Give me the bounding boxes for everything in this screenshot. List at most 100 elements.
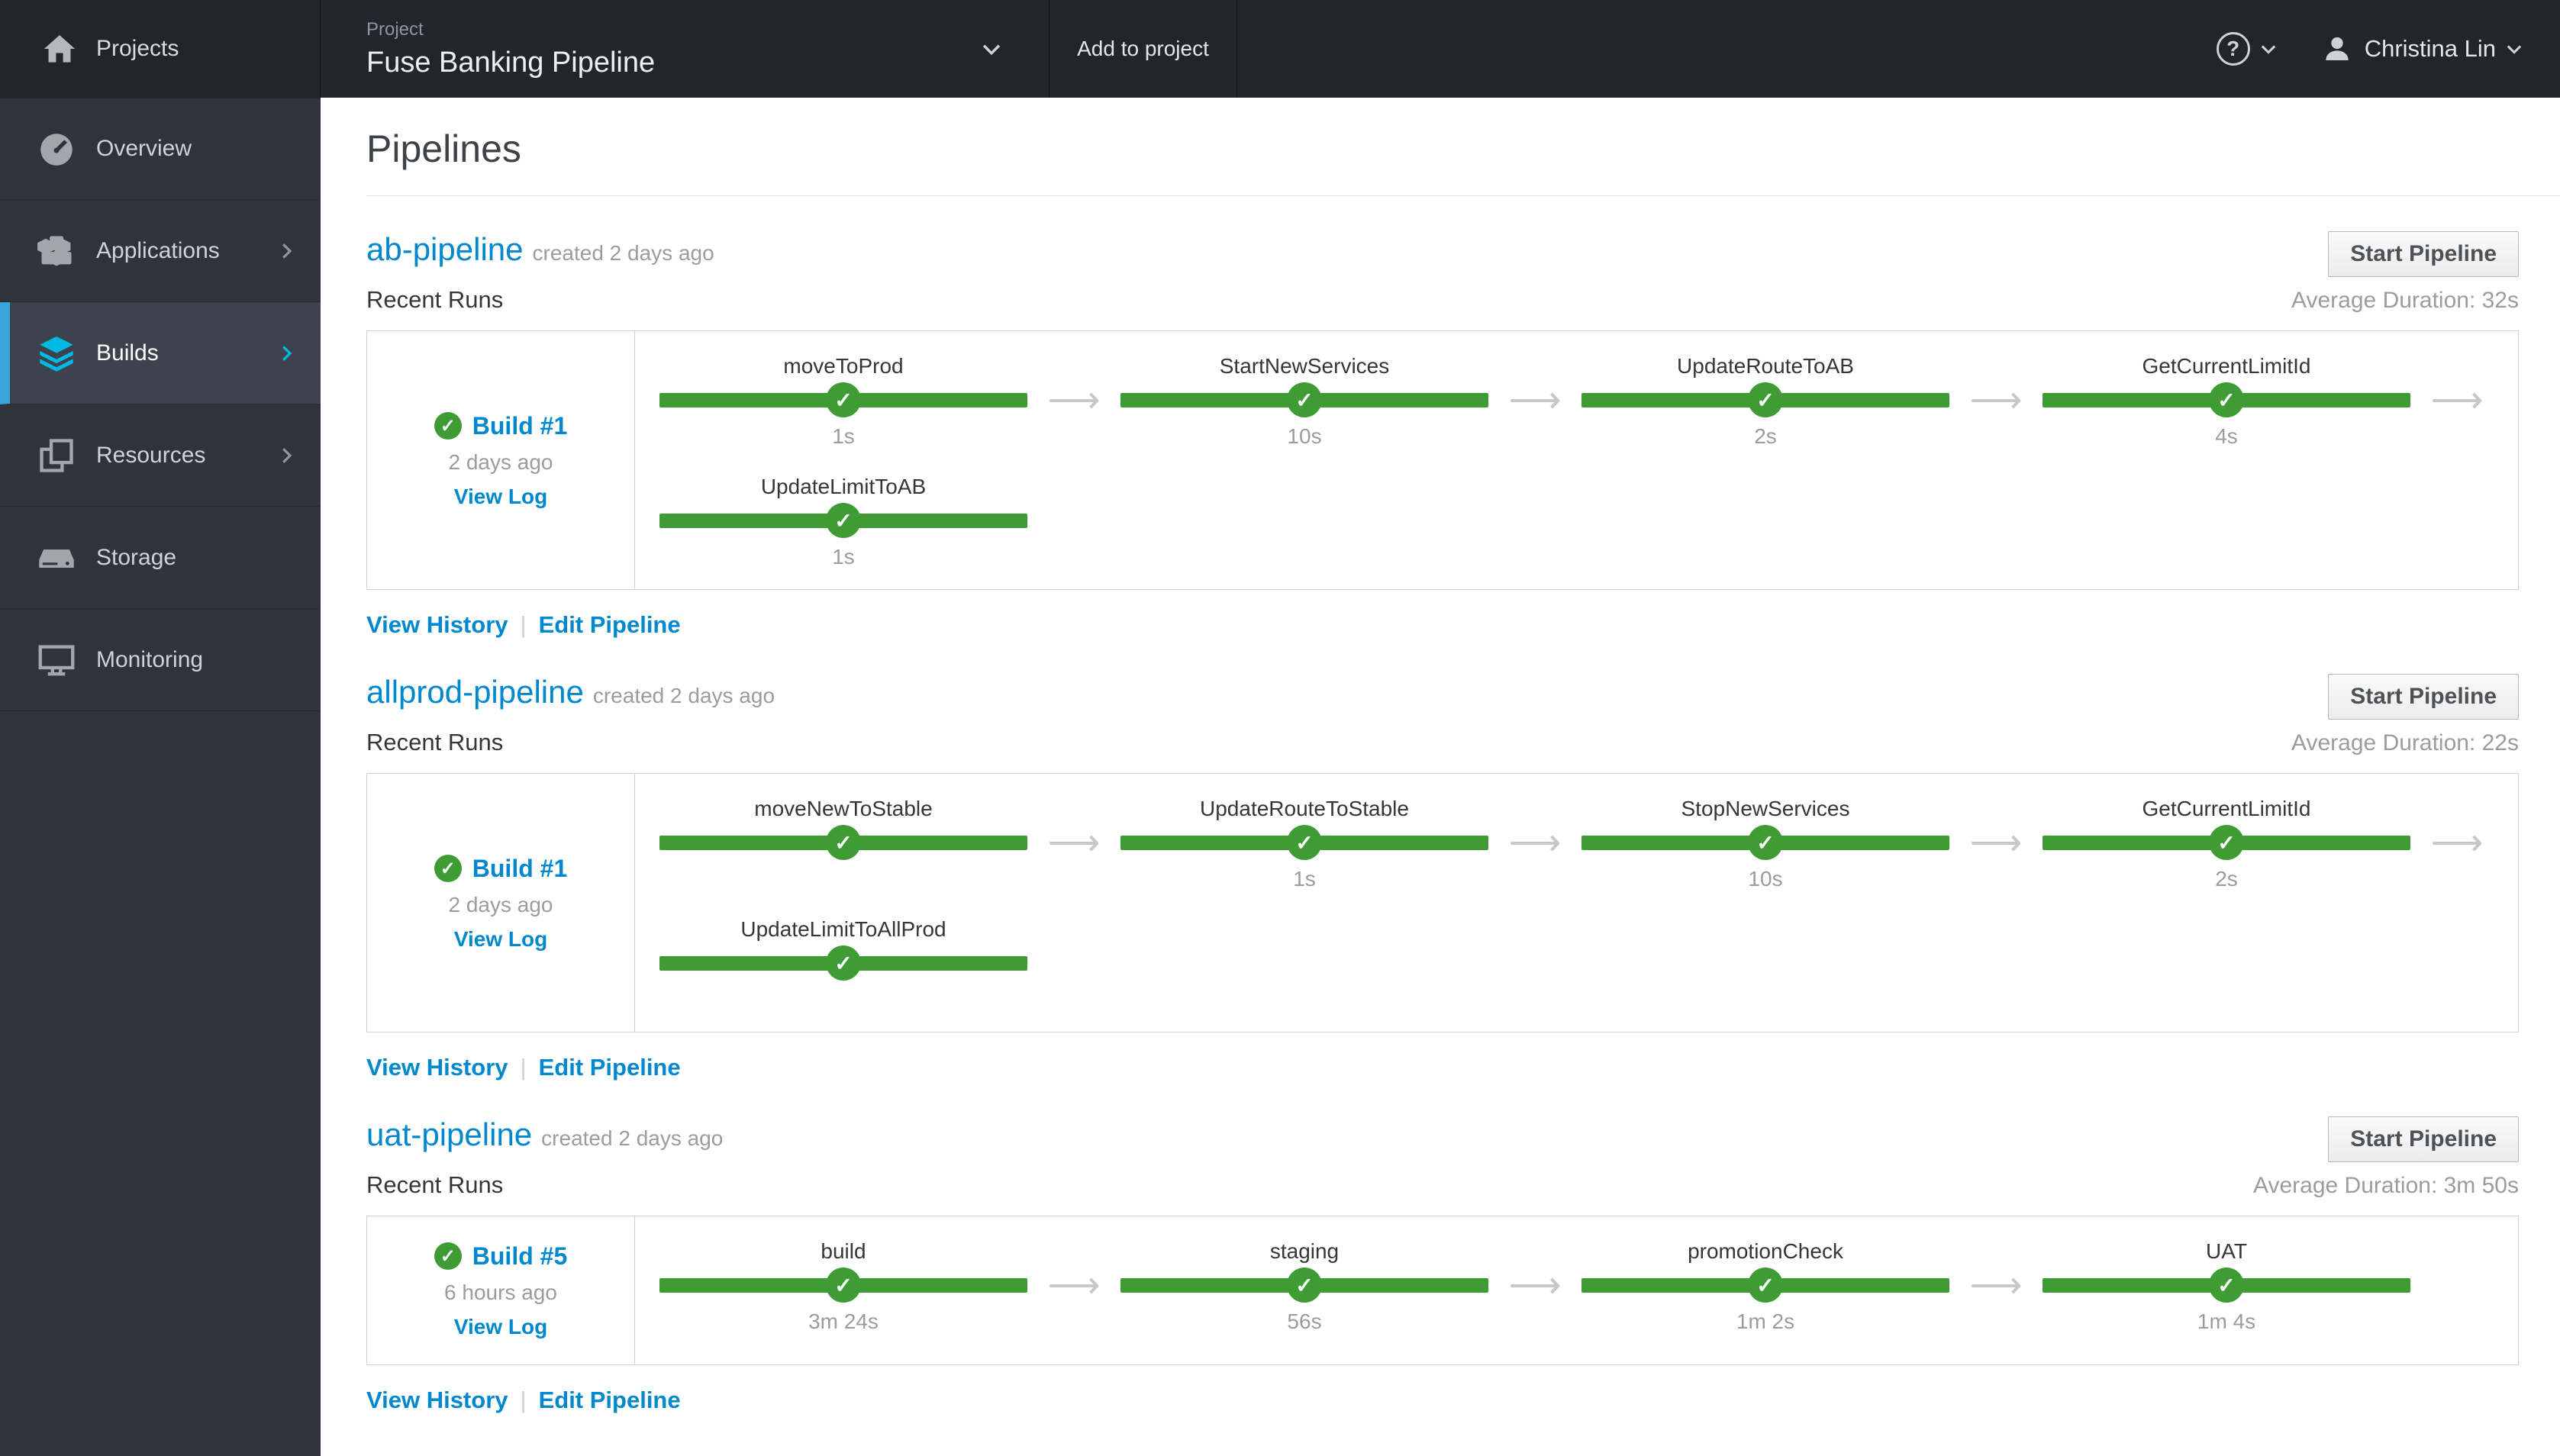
- stage-progress-bar: ✓: [659, 824, 1027, 861]
- stage-duration: 1s: [832, 545, 855, 569]
- pipeline-section: allprod-pipeline created 2 days ago Start…: [366, 674, 2519, 1081]
- user-menu[interactable]: Christina Lin: [2279, 34, 2525, 64]
- edit-pipeline-link[interactable]: Edit Pipeline: [538, 611, 681, 638]
- edit-pipeline-link[interactable]: Edit Pipeline: [538, 1387, 681, 1413]
- stage-progress-bar: ✓: [2043, 824, 2410, 861]
- stage-success-icon: ✓: [826, 825, 861, 860]
- pipeline-created: created 2 days ago: [532, 241, 714, 265]
- pipeline-section: ab-pipeline created 2 days ago Start Pipe…: [366, 231, 2519, 639]
- stage-success-icon: ✓: [1748, 825, 1783, 860]
- recent-run-panel: ✓ Build #5 6 hours ago View Log build ✓ …: [366, 1216, 2519, 1365]
- pipeline-header: uat-pipeline created 2 days ago Start Pip…: [366, 1116, 2519, 1162]
- pipeline-header: allprod-pipeline created 2 days ago Start…: [366, 674, 2519, 720]
- build-link[interactable]: Build #1: [472, 411, 568, 440]
- stage-success-icon: ✓: [1748, 1268, 1783, 1303]
- view-history-link[interactable]: View History: [366, 1387, 508, 1413]
- stage-duration: [659, 867, 1027, 896]
- chevron-right-icon: [275, 342, 298, 365]
- stage-duration: 3m 24s: [808, 1309, 879, 1333]
- stage-success-icon: ✓: [1287, 825, 1322, 860]
- question-circle-icon: ?: [2216, 32, 2250, 66]
- pipeline-stage: moveNewToStable ✓: [659, 783, 1027, 896]
- build-age: 2 days ago: [448, 892, 553, 916]
- cubes-icon: [35, 230, 78, 272]
- sidebar-item-builds[interactable]: Builds: [0, 302, 321, 404]
- build-column: ✓ Build #1 2 days ago View Log: [367, 774, 635, 1032]
- stage-duration: 56s: [1287, 1309, 1322, 1333]
- stage-arrow-icon: ⟶: [1047, 823, 1101, 863]
- stage-name: GetCurrentLimitId: [2142, 354, 2311, 378]
- stage-name: moveToProd: [783, 354, 904, 378]
- view-log-link[interactable]: View Log: [453, 1314, 548, 1338]
- dashboard-icon: [35, 127, 78, 170]
- sidebar-item-applications[interactable]: Applications: [0, 200, 321, 302]
- user-name: Christina Lin: [2364, 35, 2496, 62]
- stage-rows: moveNewToStable ✓ ⟶ UpdateRouteToStable …: [635, 774, 2518, 1032]
- sidebar-item-storage[interactable]: Storage: [0, 507, 321, 609]
- stage-duration: 10s: [1287, 424, 1322, 448]
- pipeline-name-link[interactable]: uat-pipeline: [366, 1116, 533, 1152]
- build-success-icon: ✓: [434, 1242, 462, 1270]
- sidebar-item-resources[interactable]: Resources: [0, 404, 321, 507]
- pipeline-stage: StartNewServices ✓ 10s: [1120, 340, 1488, 453]
- projects-label: Projects: [96, 36, 179, 61]
- help-menu[interactable]: ?: [2216, 32, 2279, 66]
- stage-name: StopNewServices: [1681, 797, 1850, 820]
- links-separator: |: [520, 1387, 527, 1413]
- pipeline-links: View History | Edit Pipeline: [366, 1387, 2519, 1414]
- main-content: Pipelines ab-pipeline created 2 days ago …: [321, 98, 2560, 1456]
- project-selector[interactable]: Project Fuse Banking Pipeline: [321, 0, 1049, 98]
- layers-icon: [35, 332, 78, 375]
- recent-run-panel: ✓ Build #1 2 days ago View Log moveNewTo…: [366, 773, 2519, 1032]
- stage-arrow-icon: ⟶: [1969, 823, 2023, 863]
- pipeline-header: ab-pipeline created 2 days ago Start Pipe…: [366, 231, 2519, 277]
- sidebar-item-monitoring[interactable]: Monitoring: [0, 609, 321, 711]
- start-pipeline-button[interactable]: Start Pipeline: [2328, 1116, 2519, 1162]
- view-log-link[interactable]: View Log: [453, 926, 548, 951]
- stage-name: UpdateLimitToAllProd: [740, 917, 946, 941]
- sidebar-nav: Overview Applications Builds Resources S…: [0, 98, 321, 1456]
- build-link[interactable]: Build #5: [472, 1242, 568, 1270]
- build-age: 6 hours ago: [444, 1280, 557, 1304]
- stage-success-icon: ✓: [1748, 382, 1783, 417]
- sidebar-item-overview[interactable]: Overview: [0, 98, 321, 200]
- build-column: ✓ Build #1 2 days ago View Log: [367, 331, 635, 589]
- pipeline-subheader: Recent Runs Average Duration: 22s: [366, 729, 2519, 756]
- add-to-project-button[interactable]: Add to project: [1049, 0, 1237, 98]
- stage-duration: 1m 2s: [1736, 1309, 1795, 1333]
- stage-row: moveNewToStable ✓ ⟶ UpdateRouteToStable …: [659, 783, 2510, 896]
- stage-name: UAT: [2206, 1239, 2247, 1263]
- storage-icon: [35, 536, 78, 579]
- pipeline-stage: StopNewServices ✓ 10s: [1581, 783, 1949, 896]
- copy-icon: [35, 434, 78, 477]
- stage-row: moveToProd ✓ 1s ⟶ StartNewServices ✓ 10s…: [659, 340, 2510, 453]
- projects-home-button[interactable]: Projects: [0, 0, 321, 98]
- stage-duration: 2s: [2215, 867, 2238, 891]
- pipeline-created: created 2 days ago: [592, 684, 775, 707]
- stage-progress-bar: ✓: [659, 502, 1027, 539]
- stage-arrow-icon: ⟶: [1969, 1265, 2023, 1306]
- stage-name: UpdateRouteToStable: [1200, 797, 1409, 820]
- stage-arrow-icon: ⟶: [1508, 823, 1562, 863]
- build-link[interactable]: Build #1: [472, 854, 568, 882]
- pipeline-links: View History | Edit Pipeline: [366, 1054, 2519, 1081]
- build-success-icon: ✓: [434, 855, 462, 882]
- start-pipeline-button[interactable]: Start Pipeline: [2328, 674, 2519, 720]
- stage-progress-bar: ✓: [1581, 1267, 1949, 1303]
- pipeline-name-link[interactable]: allprod-pipeline: [366, 674, 584, 710]
- stage-arrow-icon: ⟶: [1047, 380, 1101, 420]
- sidebar-item-label: Resources: [96, 442, 206, 468]
- view-history-link[interactable]: View History: [366, 1054, 508, 1081]
- stage-duration: [659, 987, 1027, 1016]
- stage-arrow-icon: ⟶: [2430, 823, 2484, 863]
- stage-duration: 10s: [1748, 867, 1783, 891]
- edit-pipeline-link[interactable]: Edit Pipeline: [538, 1054, 681, 1081]
- stage-arrow-icon: ⟶: [1508, 1265, 1562, 1306]
- view-log-link[interactable]: View Log: [453, 484, 548, 508]
- view-history-link[interactable]: View History: [366, 611, 508, 638]
- start-pipeline-button[interactable]: Start Pipeline: [2328, 231, 2519, 277]
- stage-success-icon: ✓: [2209, 382, 2244, 417]
- stage-progress-bar: ✓: [1581, 824, 1949, 861]
- stage-arrow-icon: ⟶: [2430, 380, 2484, 420]
- pipeline-name-link[interactable]: ab-pipeline: [366, 231, 524, 267]
